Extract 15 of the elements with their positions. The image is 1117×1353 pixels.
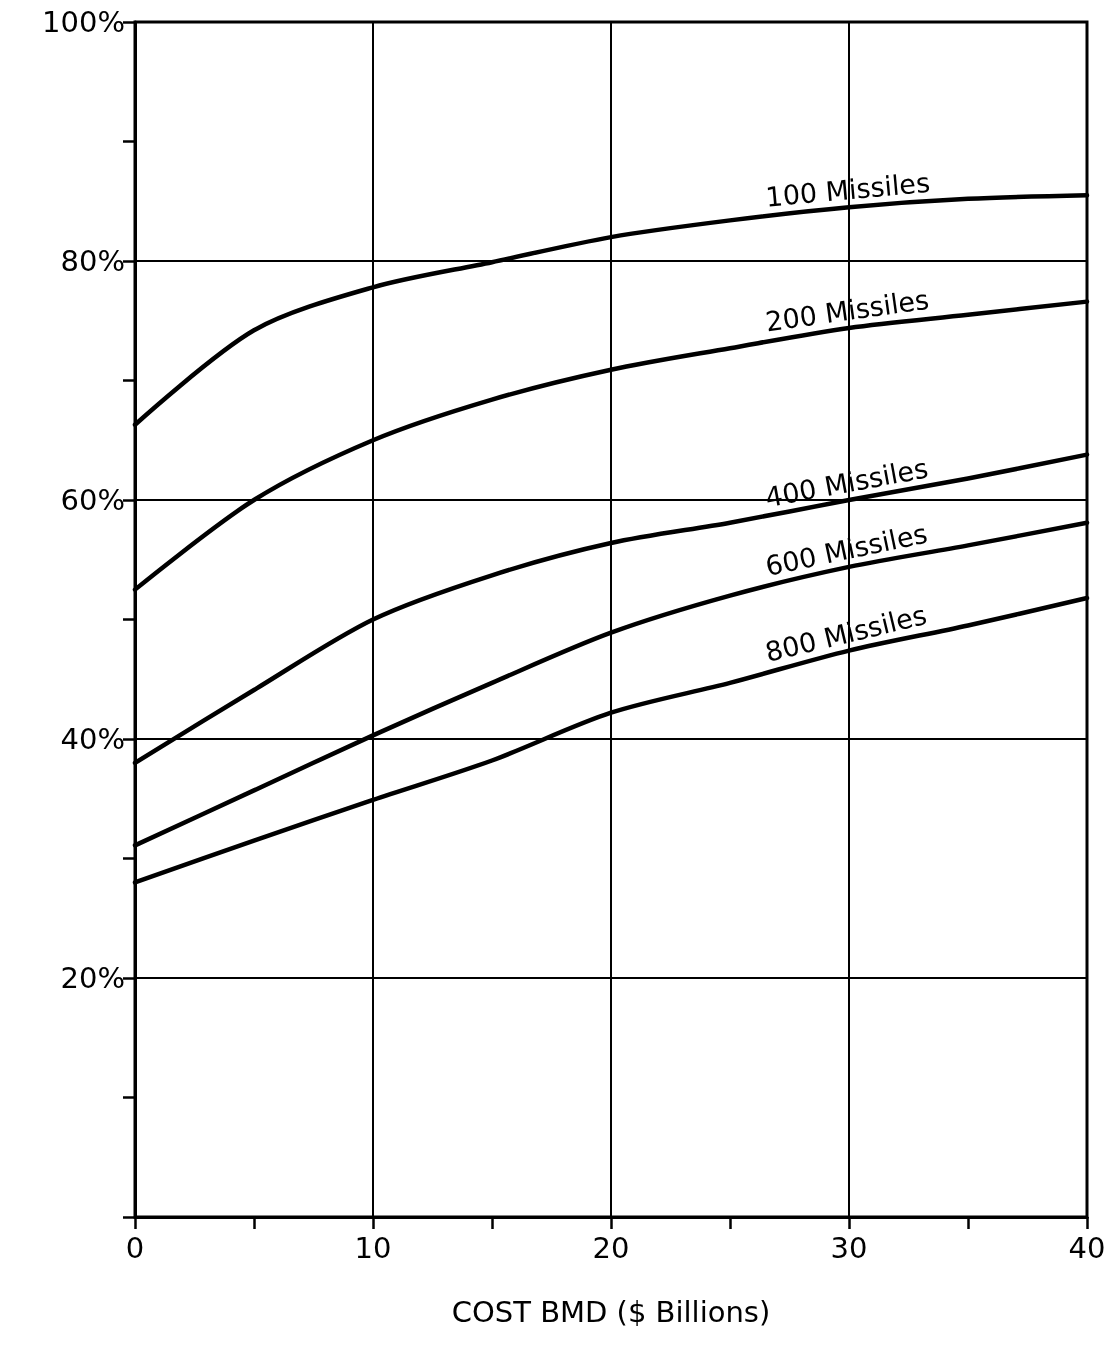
text: 800 Missiles	[762, 599, 930, 668]
y-tick-label: 100%	[42, 5, 125, 39]
x-tick-label: 30	[830, 1230, 868, 1265]
x-tick-label: 10	[354, 1230, 392, 1265]
text: 600 Missiles	[762, 517, 930, 582]
y-tick-label: 80%	[60, 244, 125, 278]
x-axis-title: COST BMD ($ Billions)	[451, 1294, 771, 1329]
y-tick-label: 60%	[60, 483, 125, 517]
x-tick-label: 40	[1068, 1230, 1106, 1265]
text: 200 Missiles	[763, 283, 931, 338]
text: 100 Missiles	[764, 166, 932, 213]
y-tick-label: 40%	[60, 722, 125, 756]
x-tick-label: 0	[125, 1230, 145, 1265]
x-tick-label: 20	[592, 1230, 630, 1265]
y-tick-label: 20%	[60, 961, 125, 995]
